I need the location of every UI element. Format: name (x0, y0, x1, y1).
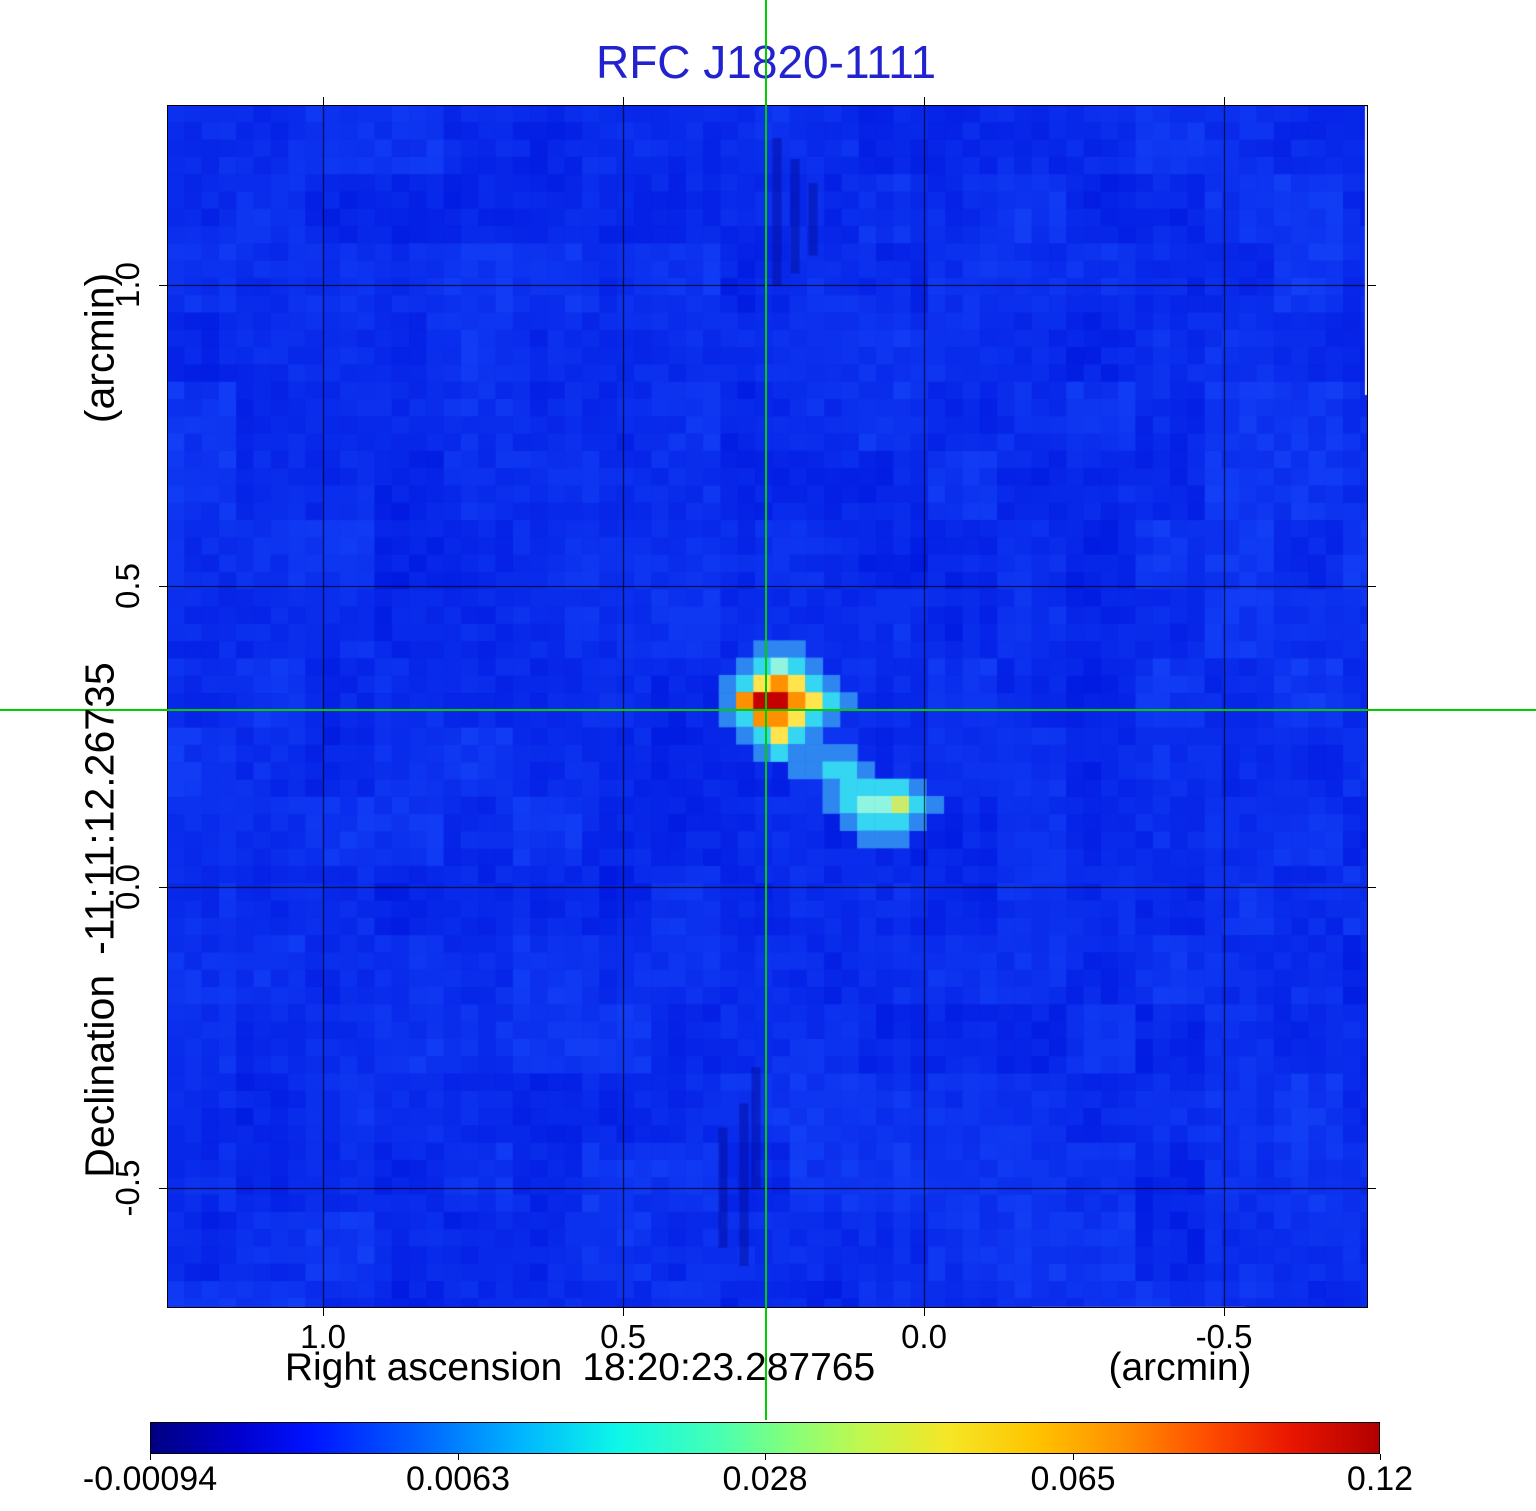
x-tick-mark (1224, 97, 1225, 105)
y-tick-mark (159, 887, 167, 888)
colorbar-tick-mark (150, 1454, 151, 1460)
y-tick-label: 0.5 (109, 563, 146, 609)
x-tick-label: -0.5 (1195, 1318, 1253, 1355)
colorbar-tick-label: 0.028 (722, 1460, 808, 1498)
x-axis-unit: (arcmin) (1108, 1346, 1252, 1389)
y-axis-label: Declination -11:11:12.26735 (77, 662, 124, 1177)
x-axis-value: 18:20:23.287765 (582, 1346, 876, 1389)
y-axis-name: Declination (76, 974, 123, 1178)
x-tick-mark (924, 97, 925, 105)
y-tick-mark (1368, 887, 1376, 888)
x-tick-label: 0.0 (901, 1318, 947, 1355)
y-tick-label: 0.0 (109, 864, 146, 910)
x-tick-label: 1.0 (300, 1318, 346, 1355)
colorbar-tick-label: 0.12 (1346, 1460, 1414, 1498)
y-tick-mark (1368, 285, 1376, 286)
x-tick-mark (623, 97, 624, 105)
y-tick-mark (159, 285, 167, 286)
x-tick-mark (623, 1308, 624, 1316)
x-tick-mark (1224, 1308, 1225, 1316)
colorbar-tick-mark (458, 1454, 459, 1460)
x-tick-label: 0.5 (600, 1318, 646, 1355)
colorbar-tick-mark (765, 1454, 766, 1460)
colorbar-tick-label: 0.0063 (406, 1460, 510, 1498)
y-tick-mark (1368, 1188, 1376, 1189)
y-tick-label: -0.5 (109, 1159, 146, 1217)
colorbar (150, 1422, 1380, 1454)
x-axis-label: Right ascension 18:20:23.287765 (285, 1346, 875, 1390)
y-tick-label: 1.0 (109, 262, 146, 308)
x-tick-mark (924, 1308, 925, 1316)
y-tick-mark (159, 1188, 167, 1189)
y-tick-mark (159, 586, 167, 587)
colorbar-tick-label: -0.00094 (82, 1460, 218, 1498)
radio-map-image (167, 105, 1368, 1308)
x-axis-name: Right ascension (284, 1346, 563, 1389)
x-tick-mark (323, 1308, 324, 1316)
colorbar-tick-mark (1073, 1454, 1074, 1460)
x-tick-mark (323, 97, 324, 105)
y-tick-mark (1368, 586, 1376, 587)
plot-title: RFC J1820-1111 (595, 36, 937, 88)
colorbar-tick-label: 0.065 (1030, 1460, 1116, 1498)
colorbar-tick-mark (1380, 1454, 1381, 1460)
y-axis-value: -11:11:12.26735 (76, 662, 123, 955)
